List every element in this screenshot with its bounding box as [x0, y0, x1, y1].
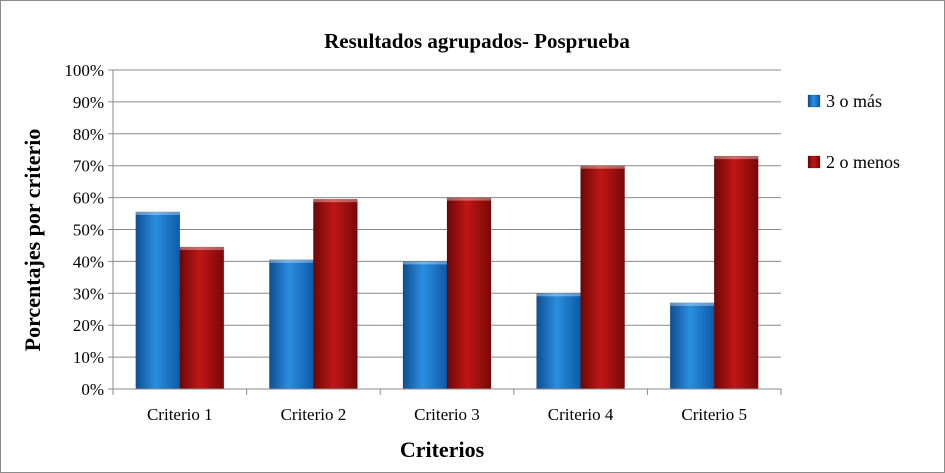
bar-series1	[536, 292, 581, 390]
legend-label: 3 o más	[826, 91, 882, 111]
bar-series2	[580, 165, 625, 390]
axes	[108, 69, 782, 395]
bar-series1	[135, 211, 181, 390]
bar-series2	[179, 246, 225, 390]
bar-top-highlight	[179, 247, 224, 251]
legend-swatch	[807, 155, 821, 169]
x-tick-label: Criterio 4	[548, 405, 614, 424]
bar-series2	[713, 155, 759, 390]
bar-top-highlight	[403, 261, 447, 265]
bar-top-highlight	[313, 199, 358, 203]
bars	[135, 155, 759, 390]
bar-top-highlight	[135, 211, 180, 215]
y-tick-label: 0%	[81, 380, 104, 399]
bar-series2	[313, 198, 358, 390]
y-tick-label: 70%	[73, 157, 104, 176]
x-tick-label: Criterio 1	[147, 405, 213, 424]
legend: 3 o más 2 o menos	[807, 91, 900, 172]
y-tick-label: 50%	[73, 221, 104, 240]
legend-swatch	[807, 94, 821, 108]
y-axis-label: Porcentajes por criterio	[20, 129, 45, 352]
y-tick-label: 90%	[73, 93, 104, 112]
x-tick-label: Criterio 3	[414, 405, 480, 424]
bar-top-highlight	[714, 156, 759, 160]
y-tick-label: 20%	[73, 316, 104, 335]
x-tick-labels: Criterio 1 Criterio 2 Criterio 3 Criterio 4…	[147, 405, 747, 424]
bar-series1	[402, 261, 448, 390]
bar-top-highlight	[670, 302, 715, 306]
bar-top-highlight	[269, 259, 314, 263]
bar-series1	[269, 259, 314, 390]
y-tick-label: 10%	[73, 348, 104, 367]
x-tick-label: Criterio 2	[281, 405, 347, 424]
y-tick-label: 40%	[73, 252, 104, 271]
chart-title: Resultados agrupados- Posprueba	[324, 29, 630, 53]
x-axis-label: Criterios	[400, 437, 485, 462]
y-tick-label: 60%	[73, 189, 104, 208]
bar-top-highlight	[580, 165, 625, 169]
y-tick-label: 30%	[73, 284, 104, 303]
y-tick-label: 80%	[73, 125, 104, 144]
bar-series1	[669, 302, 715, 390]
bar-top-highlight	[536, 293, 581, 297]
x-tick-label: Criterio 5	[681, 405, 747, 424]
bar-top-highlight	[447, 197, 491, 201]
bar-series2	[446, 197, 492, 390]
y-tick-labels: 0% 10% 20% 30% 40% 50% 60% 70% 80% 90% 100%	[64, 61, 104, 399]
legend-label: 2 o menos	[826, 152, 900, 172]
gridlines	[113, 69, 781, 358]
y-tick-label: 100%	[64, 61, 104, 80]
